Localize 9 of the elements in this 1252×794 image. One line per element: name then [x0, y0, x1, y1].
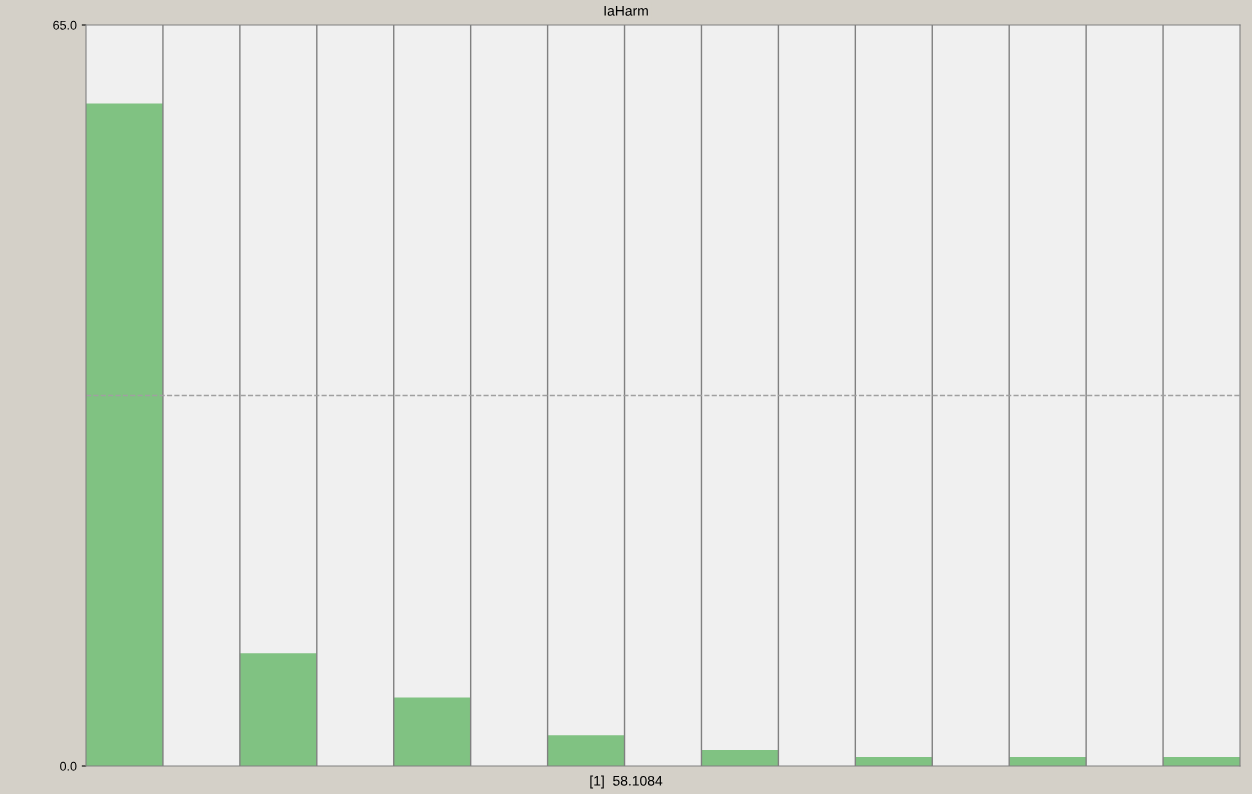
- bar: [547, 735, 625, 766]
- bar: [393, 697, 471, 766]
- y-tick-label: 65.0: [53, 20, 77, 30]
- bar: [701, 750, 779, 766]
- y-tick-label: 0.0: [60, 761, 77, 771]
- text: [1] 58.1084: [590, 775, 663, 789]
- bar: [239, 653, 317, 766]
- chart-title: IaHarm: [604, 6, 648, 16]
- bar: [86, 103, 163, 766]
